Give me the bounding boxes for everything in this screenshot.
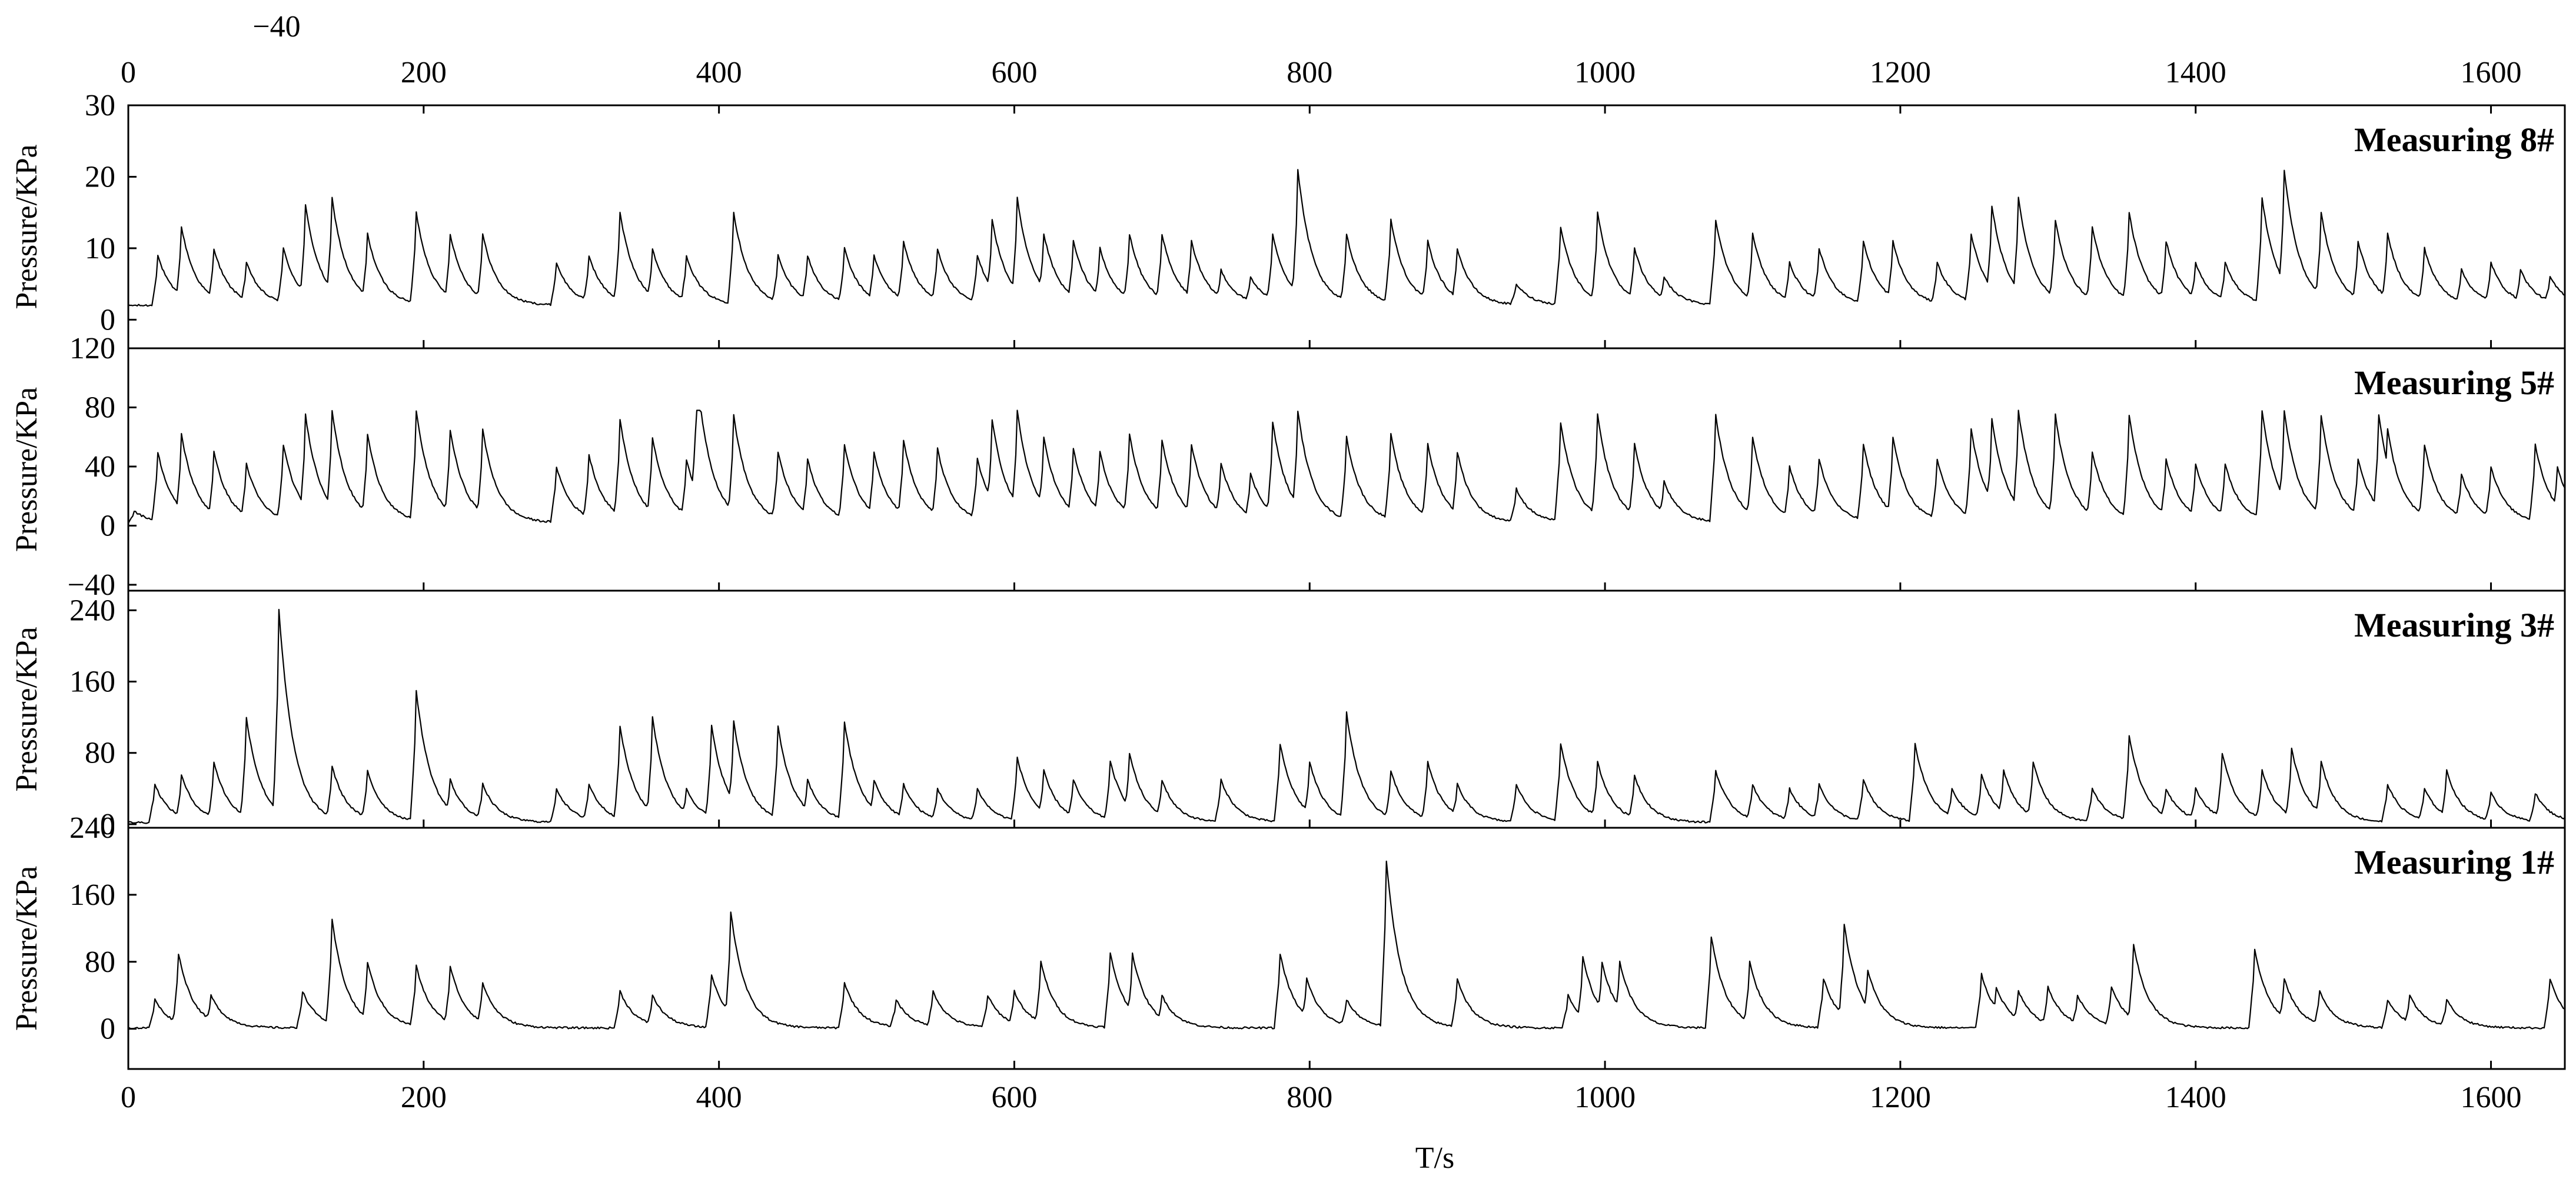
top-x-tick-label: 800 <box>1287 56 1332 89</box>
x-axis-title: T/s <box>1415 1141 1454 1175</box>
y-tick-label: −40 <box>68 568 115 602</box>
y-tick-label: 160 <box>69 878 115 912</box>
y-tick-label: 80 <box>85 945 115 979</box>
top-x-tick-label: 1000 <box>1574 56 1636 89</box>
series-line <box>128 860 2565 1030</box>
series-line <box>128 608 2565 824</box>
panel-title: Measuring 1# <box>2354 843 2554 881</box>
y-axis-title: Pressure/KPa <box>10 387 44 552</box>
bottom-x-tick-label: 200 <box>401 1081 447 1114</box>
top-x-tick-label: 1200 <box>1870 56 1931 89</box>
top-x-axis: 0 200 400 600 800 1000 1200 1400 1600 <box>121 56 2522 114</box>
panel-title: Measuring 3# <box>2354 606 2554 644</box>
y-tick-label: 30 <box>85 89 115 122</box>
top-x-tick-label: 400 <box>696 56 742 89</box>
y-tick-label: 160 <box>69 665 115 699</box>
bottom-x-tick-label: 1400 <box>2165 1081 2226 1114</box>
bottom-x-tick-label: 1000 <box>1574 1081 1636 1114</box>
y-tick-label: 240 <box>69 594 115 627</box>
series-line <box>128 169 2565 307</box>
bottom-x-tick-label: 600 <box>991 1081 1037 1114</box>
stray-top-label: −40 <box>252 10 300 44</box>
top-x-tick-label: 200 <box>401 56 447 89</box>
top-x-tick-label: 1600 <box>2461 56 2522 89</box>
top-x-tick-label: 0 <box>121 56 136 89</box>
panel-title: Measuring 5# <box>2354 364 2554 402</box>
bottom-x-tick-label: 1200 <box>1870 1081 1931 1114</box>
y-tick-label: 80 <box>85 737 115 770</box>
bottom-x-tick-label: 800 <box>1287 1081 1332 1114</box>
bottom-x-tick-label: 400 <box>696 1081 742 1114</box>
bottom-x-tick-label: 0 <box>121 1081 136 1114</box>
bottom-x-tick-label: 1600 <box>2461 1081 2522 1114</box>
y-tick-label: 0 <box>100 509 115 542</box>
panel-4: 0 80 160 240 Pressure/KPa Measuring 1# <box>10 811 2566 1070</box>
y-tick-label: 0 <box>100 1013 115 1046</box>
panel-title: Measuring 8# <box>2354 121 2554 159</box>
y-tick-label: 0 <box>100 303 115 337</box>
bottom-x-axis: 0 200 400 600 800 1000 1200 1400 1600 <box>121 1081 2522 1114</box>
panel-frame <box>127 827 2566 1070</box>
y-tick-label: 20 <box>85 160 115 194</box>
chart-panels: 0 10 20 30 Pressure/KPa Measuring 8# −40 0 40 80 1… <box>10 89 2566 1070</box>
y-tick-label: 80 <box>85 391 115 424</box>
top-x-tick-label: 600 <box>991 56 1037 89</box>
y-tick-label: 40 <box>85 450 115 484</box>
y-tick-label: 120 <box>69 332 115 365</box>
y-axis-title: Pressure/KPa <box>10 144 44 309</box>
y-tick-label: 10 <box>85 232 115 265</box>
y-tick-label: 0 <box>100 808 115 841</box>
panel-3: 0 80 160 240 Pressure/KPa Measuring 3# <box>10 590 2566 841</box>
y-axis-title: Pressure/KPa <box>10 866 44 1031</box>
y-axis-title: Pressure/KPa <box>10 627 44 791</box>
y-tick-label: 240 <box>69 811 115 845</box>
series-line <box>128 409 2565 524</box>
top-x-tick-label: 1400 <box>2165 56 2226 89</box>
